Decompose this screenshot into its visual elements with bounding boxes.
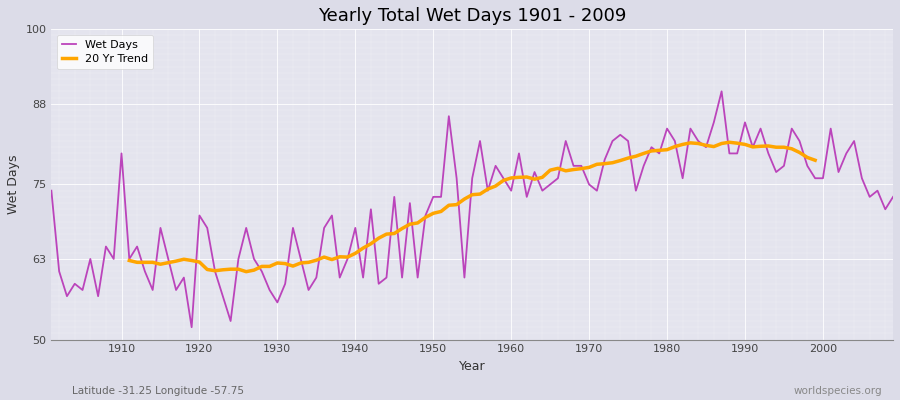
Wet Days xyxy=(186,325,197,330)
Wet Days xyxy=(514,151,525,156)
Wet Days xyxy=(716,89,727,94)
Wet Days xyxy=(46,188,57,193)
Wet Days xyxy=(288,226,299,230)
20 Yr Trend xyxy=(810,158,821,163)
Text: worldspecies.org: worldspecies.org xyxy=(794,386,882,396)
Legend: Wet Days, 20 Yr Trend: Wet Days, 20 Yr Trend xyxy=(57,35,153,70)
Wet Days xyxy=(334,275,345,280)
Wet Days xyxy=(506,188,517,193)
20 Yr Trend xyxy=(397,226,408,231)
Line: 20 Yr Trend: 20 Yr Trend xyxy=(130,142,815,272)
Line: Wet Days: Wet Days xyxy=(51,91,893,327)
Y-axis label: Wet Days: Wet Days xyxy=(7,155,20,214)
Wet Days xyxy=(608,139,618,144)
20 Yr Trend xyxy=(482,187,493,192)
X-axis label: Year: Year xyxy=(459,360,485,373)
20 Yr Trend xyxy=(724,140,734,145)
Text: Latitude -31.25 Longitude -57.75: Latitude -31.25 Longitude -57.75 xyxy=(72,386,244,396)
20 Yr Trend xyxy=(241,269,252,274)
20 Yr Trend xyxy=(210,268,220,273)
20 Yr Trend xyxy=(124,258,135,263)
20 Yr Trend xyxy=(194,260,205,264)
20 Yr Trend xyxy=(747,144,758,149)
20 Yr Trend xyxy=(272,260,283,265)
Wet Days xyxy=(887,194,898,199)
Wet Days xyxy=(108,256,119,261)
Title: Yearly Total Wet Days 1901 - 2009: Yearly Total Wet Days 1901 - 2009 xyxy=(318,7,626,25)
